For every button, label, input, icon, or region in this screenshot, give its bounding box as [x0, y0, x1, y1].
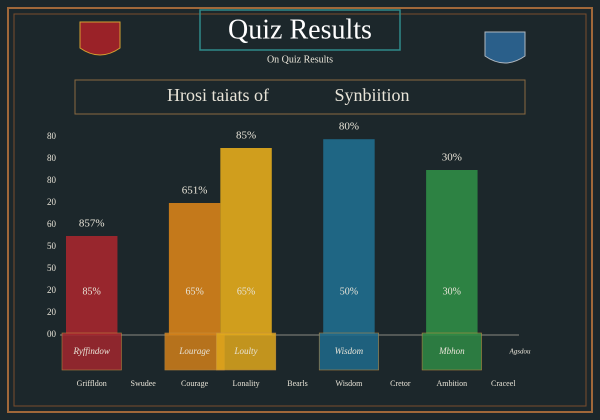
band-segment — [318, 332, 379, 371]
top-label: 857% — [79, 218, 105, 230]
y-tick-label: 50 — [47, 263, 57, 273]
y-tick-label: 80 — [47, 153, 57, 163]
x-tick-label: Lonality — [233, 379, 260, 388]
band-segment — [216, 332, 277, 371]
heading: Synbiition — [334, 85, 409, 105]
x-tick-label: Wisdom — [336, 379, 364, 388]
heading: Hrosi taiats of — [167, 85, 269, 105]
x-tick-label: Craceel — [491, 379, 516, 388]
inner-label: 50% — [340, 286, 358, 297]
band-label: Wisdom — [335, 346, 364, 356]
x-tick-label: Griffldon — [77, 379, 107, 388]
bar — [323, 139, 375, 335]
crest-left — [79, 21, 121, 56]
annotation: Agsdou — [509, 348, 532, 356]
bar — [66, 236, 118, 335]
x-tick-label: Bearls — [287, 379, 307, 388]
chart-title: Quiz Results — [228, 14, 372, 45]
band-label: Loulty — [234, 346, 258, 356]
y-tick-label: 00 — [47, 329, 57, 339]
band-label: Ryffindow — [73, 346, 110, 356]
band-segment — [61, 332, 122, 371]
inner-label: 65% — [237, 286, 255, 297]
heading-frame — [74, 79, 526, 115]
inner-label: 85% — [83, 286, 101, 297]
y-tick-label: 50 — [47, 241, 57, 251]
chart-subtitle: On Quiz Results — [267, 54, 333, 65]
top-label: 30% — [442, 152, 462, 164]
x-tick-label: Courage — [181, 379, 209, 388]
y-tick-label: 80 — [47, 175, 57, 185]
y-tick-label: 20 — [47, 285, 57, 295]
frame — [7, 7, 593, 413]
bar — [168, 203, 221, 335]
title-frame — [199, 9, 401, 51]
inner-label: 65% — [185, 286, 203, 297]
x-tick-label: Cretor — [390, 379, 411, 388]
x-tick-label: Ambition — [436, 379, 467, 388]
top-label: 85% — [236, 130, 256, 142]
top-label: 651% — [182, 185, 208, 197]
top-label: 80% — [339, 121, 359, 133]
bar — [220, 148, 272, 335]
y-tick-label: 80 — [47, 131, 57, 141]
y-tick-label: 60 — [47, 219, 57, 229]
band-label: Lourage — [178, 346, 210, 356]
band-segment — [421, 332, 482, 371]
crest-right — [484, 31, 526, 64]
y-tick-label: 20 — [47, 197, 57, 207]
y-tick-label: 20 — [47, 307, 57, 317]
bar — [426, 170, 478, 335]
inner-label: 30% — [443, 286, 461, 297]
frame-inner — [13, 13, 587, 407]
band-label: Mbhon — [438, 346, 465, 356]
x-tick-label: Swudee — [131, 379, 157, 388]
